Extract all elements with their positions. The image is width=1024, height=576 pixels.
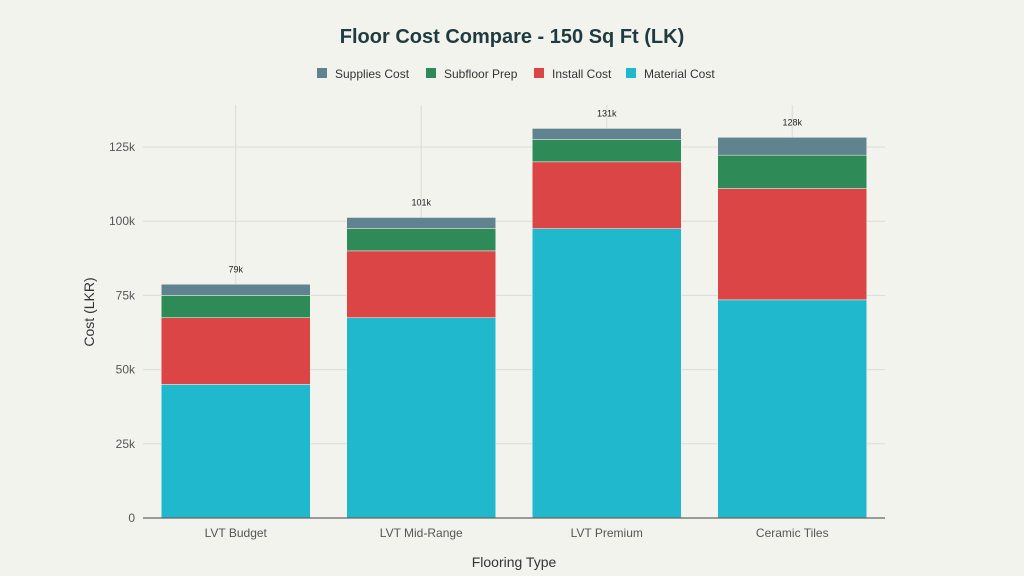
y-axis-title: Cost (LKR) xyxy=(81,277,97,346)
total-label: 128k xyxy=(782,117,802,127)
legend-item-subfloor-prep[interactable]: Subfloor Prep xyxy=(426,67,518,81)
bar-segment-install-cost[interactable] xyxy=(717,188,867,301)
legend-swatch xyxy=(317,68,327,78)
chart-title: Floor Cost Compare - 150 Sq Ft (LK) xyxy=(340,26,684,48)
legend: Supplies Cost Subfloor Prep Install Cost Ma… xyxy=(317,67,715,81)
legend-label: Supplies Cost xyxy=(335,67,410,81)
x-axis-title: Flooring Type xyxy=(472,554,557,570)
bar-segment-subfloor-prep[interactable] xyxy=(161,295,311,318)
bar-segment-material-cost[interactable] xyxy=(346,317,496,519)
axes: 0 25k 50k 75k 100k 125k LVT Budget LVT Mid-Rang… xyxy=(109,140,885,540)
bar-segment-supplies-cost[interactable] xyxy=(161,284,311,296)
legend-swatch xyxy=(626,68,636,78)
bar-segment-subfloor-prep[interactable] xyxy=(532,139,682,163)
legend-item-supplies-cost[interactable]: Supplies Cost xyxy=(317,67,410,81)
legend-label: Material Cost xyxy=(644,67,715,81)
bar-segment-install-cost[interactable] xyxy=(532,161,682,229)
y-tick-label: 100k xyxy=(109,214,136,228)
legend-item-material-cost[interactable]: Material Cost xyxy=(626,67,715,81)
bar-segment-material-cost[interactable] xyxy=(161,384,311,519)
x-tick-label: LVT Mid-Range xyxy=(380,526,463,540)
bar-segment-material-cost[interactable] xyxy=(717,299,867,519)
legend-swatch xyxy=(534,68,544,78)
y-tick-label: 75k xyxy=(116,288,136,302)
total-label: 101k xyxy=(411,197,431,207)
legend-item-install-cost[interactable]: Install Cost xyxy=(534,67,612,81)
x-tick-label: Ceramic Tiles xyxy=(756,526,829,540)
bar-segment-material-cost[interactable] xyxy=(532,228,682,519)
x-tick-label: LVT Budget xyxy=(205,526,268,540)
total-label: 79k xyxy=(228,264,243,274)
legend-label: Subfloor Prep xyxy=(444,67,518,81)
bar-segment-supplies-cost[interactable] xyxy=(346,217,496,229)
bars: 79k 101k 131k 128k xyxy=(161,108,867,519)
bar-segment-install-cost[interactable] xyxy=(161,317,311,385)
bar-segment-subfloor-prep[interactable] xyxy=(346,228,496,252)
bar-segment-subfloor-prep[interactable] xyxy=(717,154,867,189)
y-tick-label: 125k xyxy=(109,140,136,154)
y-tick-label: 0 xyxy=(128,511,135,525)
y-tick-label: 25k xyxy=(116,437,136,451)
bar-segment-supplies-cost[interactable] xyxy=(532,128,682,140)
legend-swatch xyxy=(426,68,436,78)
bar-segment-supplies-cost[interactable] xyxy=(717,137,867,156)
x-tick-label: LVT Premium xyxy=(571,526,643,540)
total-label: 131k xyxy=(597,108,617,118)
legend-label: Install Cost xyxy=(552,67,612,81)
y-tick-label: 50k xyxy=(116,363,136,377)
bar-segment-install-cost[interactable] xyxy=(346,250,496,318)
